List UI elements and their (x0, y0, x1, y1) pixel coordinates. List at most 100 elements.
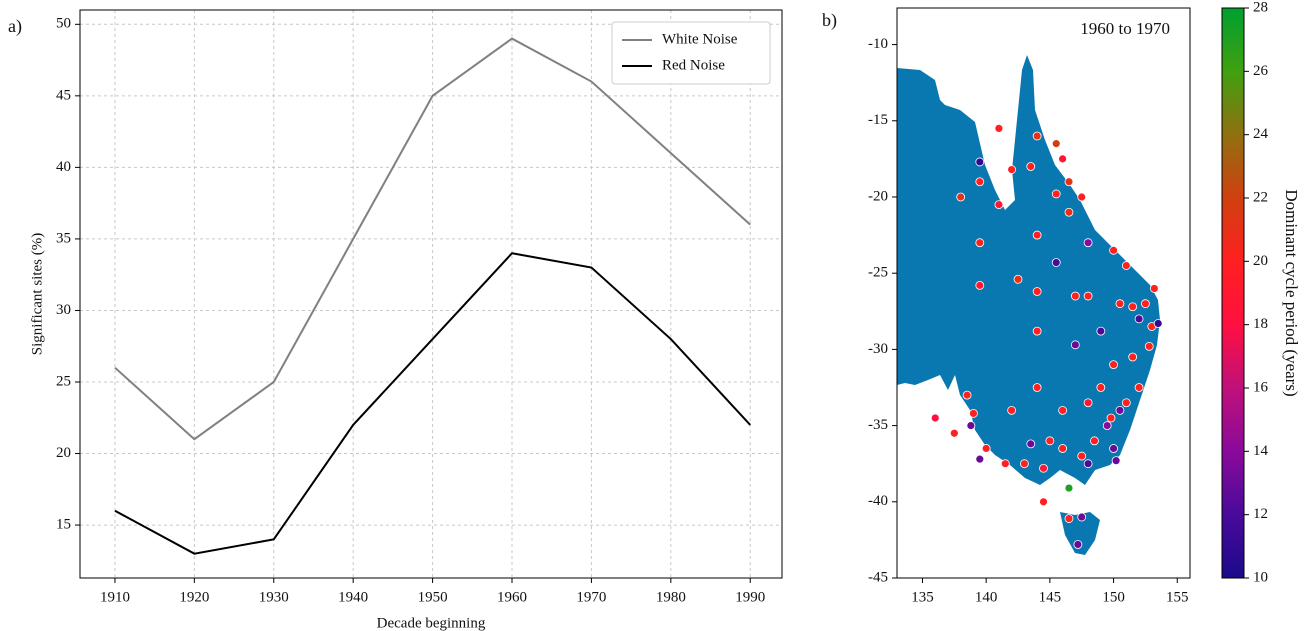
site-point (1083, 459, 1093, 469)
axes-frame (896, 7, 1191, 579)
panel-label: a) (8, 16, 22, 37)
site-point (949, 428, 959, 438)
site-point (1102, 421, 1112, 430)
site-point (1070, 291, 1080, 301)
site-point (1121, 398, 1131, 408)
site-point (1083, 398, 1093, 408)
site-point (1058, 154, 1068, 164)
site-point (966, 421, 976, 430)
site-point (962, 390, 972, 400)
site-point (975, 157, 985, 167)
y-tick-label: 50 (56, 16, 71, 32)
x-tick-label: 1910 (100, 589, 130, 605)
colorbar-tick-label: 22 (1253, 189, 1268, 205)
y-tick-label: -20 (868, 188, 888, 204)
site-point (1096, 383, 1106, 392)
site-point (1083, 291, 1093, 301)
x-tick-label: 1960 (497, 589, 527, 605)
colorbar-tick-label: 10 (1253, 569, 1268, 585)
legend-label: White Noise (662, 31, 738, 47)
site-point (1019, 459, 1029, 469)
y-tick-label: -25 (868, 265, 888, 281)
y-tick-label: -40 (868, 493, 888, 509)
site-point (994, 124, 1004, 133)
axes-frame (79, 9, 783, 579)
site-point (975, 454, 985, 464)
x-tick-label: 1940 (338, 589, 368, 605)
y-tick-label: -45 (868, 569, 888, 585)
colorbar-tick-label: 28 (1253, 0, 1268, 15)
y-tick-label: -30 (868, 341, 888, 357)
x-tick-label: 1990 (735, 589, 765, 605)
y-tick-label: -35 (868, 417, 888, 433)
x-tick-label: 150 (1102, 589, 1125, 605)
y-tick-label: 15 (56, 517, 71, 533)
x-axis-label: Decade beginning (377, 615, 486, 631)
site-point (1077, 451, 1087, 461)
site-point (1109, 245, 1118, 255)
site-point (969, 409, 978, 418)
site-point (975, 177, 985, 187)
site-point (1106, 413, 1116, 423)
site-point (1111, 456, 1121, 466)
site-point (1141, 299, 1150, 309)
x-tick-label: 1930 (259, 589, 289, 605)
site-point (1090, 436, 1099, 446)
site-point (1070, 340, 1080, 350)
y-tick-label: -10 (868, 36, 888, 52)
site-point (1121, 261, 1131, 270)
site-point (1128, 302, 1138, 312)
site-point (1077, 192, 1087, 202)
site-point (1013, 274, 1023, 284)
site-point (1144, 341, 1154, 351)
site-point (1134, 314, 1144, 324)
site-point (1109, 444, 1118, 453)
site-point (1051, 258, 1061, 267)
site-point (1058, 405, 1068, 415)
site-point (1153, 319, 1163, 328)
colorbar-tick-label: 24 (1253, 126, 1269, 142)
annotation: 1960 to 1970 (1080, 19, 1170, 38)
site-point (1115, 405, 1125, 415)
site-point (975, 238, 985, 248)
x-tick-label: 1980 (656, 589, 686, 605)
site-point (994, 200, 1004, 210)
site-point (1000, 459, 1010, 469)
site-point (975, 280, 985, 290)
site-point (1083, 238, 1093, 248)
site-point (981, 444, 991, 453)
colorbar-tick-label: 16 (1253, 379, 1269, 395)
site-point (1032, 326, 1042, 336)
y-tick-label: 35 (56, 230, 71, 246)
y-tick-label: 40 (56, 159, 71, 175)
y-tick-label: -15 (868, 112, 888, 128)
colorbar-tick-label: 18 (1253, 316, 1268, 332)
site-point (1073, 540, 1083, 549)
site-point (1064, 207, 1074, 217)
legend-box (611, 21, 771, 85)
y-tick-label: 30 (56, 302, 71, 318)
site-point (1115, 299, 1125, 309)
site-point (1058, 444, 1068, 453)
panel-label: b) (822, 10, 837, 31)
site-point (1134, 383, 1144, 392)
site-point (1039, 497, 1048, 507)
mainland (897, 55, 1160, 485)
site-point (1007, 405, 1017, 415)
y-tick-label: 20 (56, 445, 71, 461)
colorbar (1221, 7, 1245, 579)
colorbar-tick-label: 12 (1253, 506, 1268, 522)
x-tick-label: 1920 (179, 589, 209, 605)
colorbar-tick-label: 26 (1253, 63, 1269, 79)
site-point (1026, 162, 1036, 171)
y-tick-label: 25 (56, 373, 71, 389)
site-point (1045, 436, 1055, 446)
site-point (956, 192, 966, 202)
x-tick-label: 140 (975, 589, 998, 605)
site-point (1064, 483, 1074, 493)
x-tick-label: 135 (911, 589, 934, 605)
x-tick-label: 145 (1039, 589, 1062, 605)
colorbar-tick-label: 14 (1253, 443, 1269, 459)
y-axis-label: Significant sites (%) (29, 233, 45, 355)
site-point (1032, 230, 1042, 240)
